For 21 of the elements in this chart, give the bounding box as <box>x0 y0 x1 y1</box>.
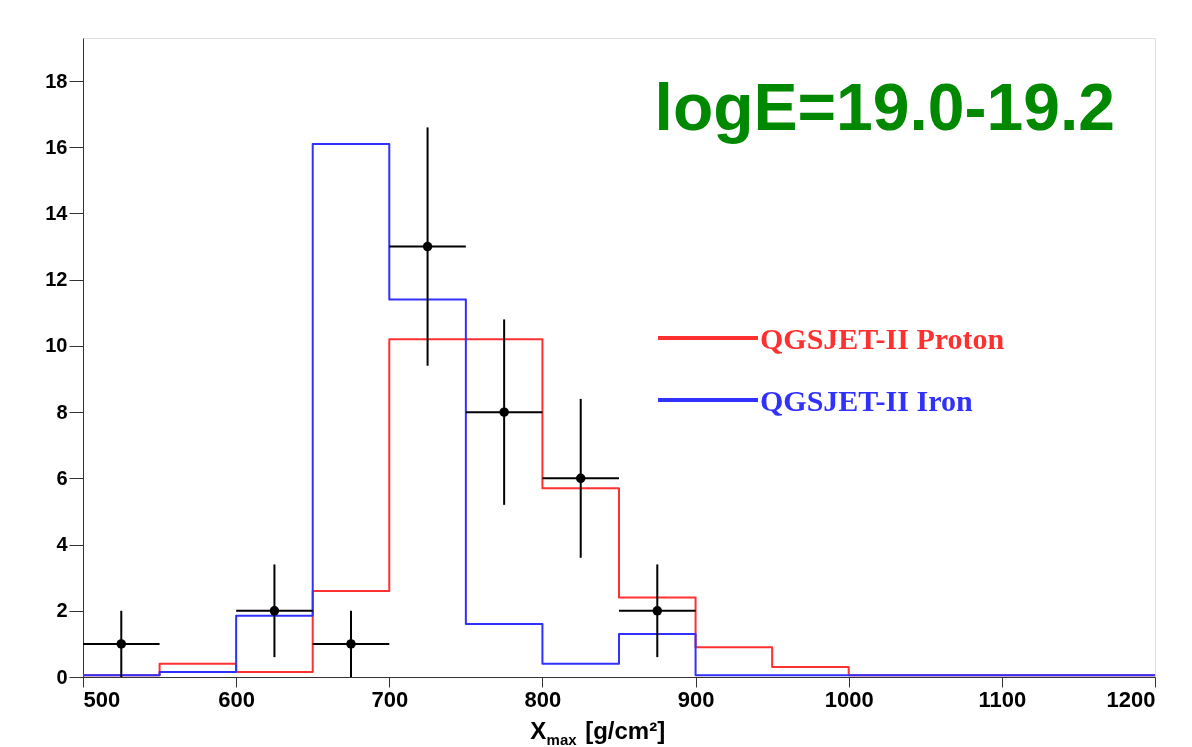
legend-label: QGSJET-II Proton <box>760 322 1005 355</box>
x-tick-label: 600 <box>218 686 255 712</box>
legend-label: QGSJET-II Iron <box>760 384 973 417</box>
y-tick-label: 8 <box>56 400 68 423</box>
y-tick-label: 16 <box>45 135 68 158</box>
y-tick-label: 0 <box>56 665 68 688</box>
x-tick-label: 800 <box>524 686 562 712</box>
y-tick-label: 4 <box>56 533 69 556</box>
y-tick-label: 12 <box>45 268 68 291</box>
x-tick-label: 1200 <box>1106 686 1156 712</box>
y-tick-label: 18 <box>45 69 68 92</box>
y-tick-label: 2 <box>56 599 68 622</box>
x-tick-label: 900 <box>677 686 715 712</box>
x-tick-label: 1100 <box>978 686 1027 712</box>
x-tick-label: 1000 <box>824 686 874 712</box>
x-tick-label: 700 <box>371 686 409 712</box>
annotation: logE=19.0-19.2 <box>654 70 1115 144</box>
y-tick-label: 6 <box>56 466 68 489</box>
x-tick-label: 500 <box>83 686 121 712</box>
y-tick-label: 10 <box>45 334 68 357</box>
y-tick-label: 14 <box>45 201 69 224</box>
